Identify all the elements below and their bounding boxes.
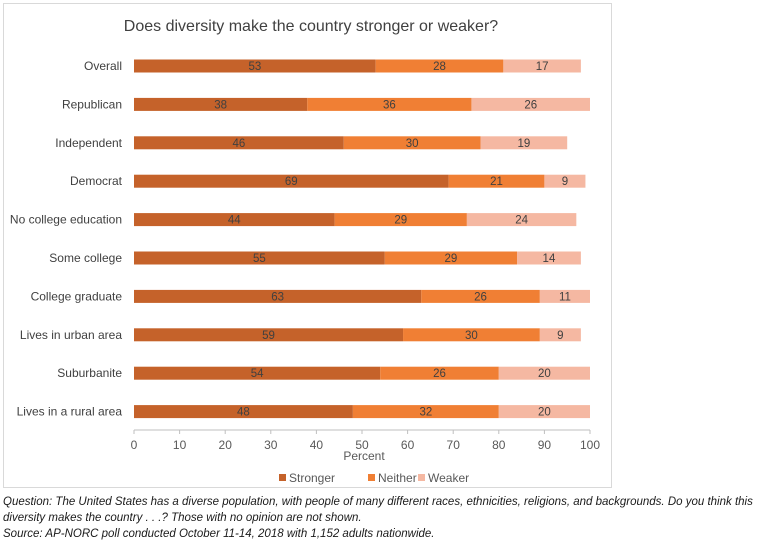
bar-stronger-overall [134, 59, 376, 73]
x-tick-label-60: 60 [401, 438, 415, 452]
category-label-no-college-education: No college education [10, 213, 122, 227]
data-label-stronger-suburbanite: 54 [251, 368, 264, 380]
legend: Stronger Neither Weaker [279, 471, 469, 485]
data-label-weaker-lives-in-urban-area: 9 [557, 330, 563, 342]
data-label-stronger-republican: 38 [214, 99, 227, 111]
data-label-weaker-republican: 26 [524, 99, 537, 111]
data-label-stronger-overall: 53 [248, 61, 261, 73]
data-label-neither-overall: 28 [433, 61, 446, 73]
data-label-neither-independent: 30 [406, 138, 419, 150]
stacked-bar-chart: Does diversity make the country stronger… [10, 18, 600, 485]
bar-weaker-overall [503, 59, 581, 73]
x-tick-labels: 0 10 20 30 40 50 60 70 80 90 100 [131, 430, 600, 452]
data-label-weaker-college-graduate: 11 [559, 291, 571, 303]
bar-neither-suburbanite [380, 366, 499, 380]
bars-group: 53 28 17 38 36 26 46 30 19 69 21 9 44 29 24 55 29 14 63 26 1… [134, 59, 590, 419]
bar-weaker-lives-in-urban-area [539, 328, 581, 342]
category-labels: Overall Republican Independent Democrat No c… [10, 59, 123, 419]
data-label-neither-some-college: 29 [445, 253, 458, 265]
category-label-independent: Independent [55, 136, 122, 150]
bar-weaker-independent [480, 136, 568, 150]
bar-stronger-no-college-education [134, 213, 335, 227]
bar-neither-some-college [384, 251, 518, 265]
x-tick-label-40: 40 [310, 438, 324, 452]
x-tick-label-70: 70 [447, 438, 461, 452]
bar-weaker-democrat [544, 174, 586, 188]
data-label-neither-democrat: 21 [490, 176, 503, 188]
x-tick-label-80: 80 [492, 438, 506, 452]
bar-weaker-college-graduate [539, 289, 590, 303]
bar-stronger-some-college [134, 251, 385, 265]
data-label-neither-suburbanite: 26 [433, 368, 446, 380]
question-note-line-2: diversity makes the country . . .? Those… [3, 512, 362, 524]
x-tick-label-10: 10 [173, 438, 187, 452]
bar-weaker-suburbanite [498, 366, 590, 380]
bar-stronger-independent [134, 136, 344, 150]
bar-weaker-no-college-education [466, 213, 577, 227]
source-note: Source: AP-NORC poll conducted October 1… [3, 528, 435, 540]
data-label-stronger-independent: 46 [232, 138, 245, 150]
data-label-stronger-no-college-education: 44 [228, 215, 241, 227]
bar-stronger-college-graduate [134, 289, 422, 303]
bar-neither-overall [375, 59, 504, 73]
data-label-stronger-lives-in-a-rural-area: 48 [237, 407, 250, 419]
data-label-stronger-lives-in-urban-area: 59 [262, 330, 275, 342]
bar-stronger-lives-in-urban-area [134, 328, 404, 342]
data-label-stronger-college-graduate: 63 [271, 291, 284, 303]
chart-frame: Does diversity make the country stronger… [3, 3, 612, 488]
bar-neither-no-college-education [334, 213, 467, 227]
data-label-weaker-some-college: 14 [543, 253, 556, 265]
bar-stronger-democrat [134, 174, 449, 188]
data-label-neither-college-graduate: 26 [474, 291, 487, 303]
legend-label-weaker: Weaker [428, 471, 469, 485]
bar-neither-republican [307, 97, 472, 111]
bar-neither-independent [343, 136, 481, 150]
category-label-overall: Overall [84, 59, 122, 73]
data-label-stronger-democrat: 69 [285, 176, 298, 188]
data-label-weaker-democrat: 9 [562, 176, 568, 188]
bar-stronger-lives-in-a-rural-area [134, 405, 353, 419]
bar-stronger-republican [134, 97, 308, 111]
data-label-neither-republican: 36 [383, 99, 396, 111]
bar-weaker-lives-in-a-rural-area [498, 405, 590, 419]
bar-neither-college-graduate [421, 289, 540, 303]
data-label-neither-lives-in-urban-area: 30 [465, 330, 478, 342]
category-label-lives-in-urban-area: Lives in urban area [20, 328, 122, 342]
data-label-weaker-independent: 19 [517, 138, 530, 150]
bar-stronger-suburbanite [134, 366, 381, 380]
question-note-line-1: Question: The United States has a divers… [3, 496, 753, 508]
data-label-neither-lives-in-a-rural-area: 32 [419, 407, 432, 419]
x-tick-label-50: 50 [355, 438, 369, 452]
bar-weaker-republican [471, 97, 590, 111]
footnotes: Question: The United States has a divers… [3, 494, 763, 542]
legend-swatch-neither [368, 474, 375, 481]
x-tick-label-0: 0 [131, 438, 138, 452]
legend-swatch-weaker [418, 474, 425, 481]
category-label-suburbanite: Suburbanite [57, 366, 122, 380]
x-tick-label-30: 30 [264, 438, 278, 452]
category-label-democrat: Democrat [70, 174, 123, 188]
bar-neither-lives-in-urban-area [403, 328, 540, 342]
bar-weaker-some-college [517, 251, 581, 265]
category-label-lives-in-a-rural-area: Lives in a rural area [17, 405, 123, 419]
x-tick-label-100: 100 [580, 438, 600, 452]
data-label-neither-no-college-education: 29 [394, 215, 407, 227]
x-tick-label-20: 20 [219, 438, 233, 452]
bar-neither-democrat [448, 174, 545, 188]
bar-neither-lives-in-a-rural-area [352, 405, 499, 419]
legend-label-neither: Neither [378, 471, 417, 485]
x-tick-label-90: 90 [538, 438, 552, 452]
legend-label-stronger: Stronger [289, 471, 335, 485]
legend-swatch-stronger [279, 474, 286, 481]
data-label-weaker-lives-in-a-rural-area: 20 [538, 407, 551, 419]
data-label-weaker-suburbanite: 20 [538, 368, 551, 380]
category-label-some-college: Some college [49, 251, 122, 265]
category-label-college-graduate: College graduate [31, 289, 123, 303]
x-axis-title: Percent [343, 449, 385, 463]
data-label-weaker-no-college-education: 24 [515, 215, 528, 227]
data-label-stronger-some-college: 55 [253, 253, 266, 265]
category-label-republican: Republican [62, 97, 122, 111]
chart-title: Does diversity make the country stronger… [124, 18, 498, 35]
data-label-weaker-overall: 17 [536, 61, 549, 73]
